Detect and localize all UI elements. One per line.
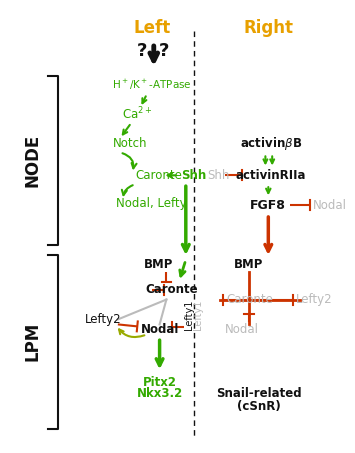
- Text: ?: ?: [137, 42, 147, 60]
- Text: BMP: BMP: [144, 258, 173, 271]
- Text: Snail-related: Snail-related: [216, 387, 301, 400]
- Text: Lefty2: Lefty2: [85, 313, 122, 326]
- Text: Nkx3.2: Nkx3.2: [136, 387, 183, 400]
- Text: Notch: Notch: [113, 137, 148, 150]
- Text: Caronte: Caronte: [135, 169, 182, 182]
- Text: Shh: Shh: [181, 169, 206, 182]
- Text: Lefty2: Lefty2: [295, 293, 332, 306]
- Text: LPM: LPM: [23, 322, 42, 361]
- FancyArrowPatch shape: [119, 329, 144, 337]
- Text: NODE: NODE: [23, 134, 42, 187]
- Text: Right: Right: [243, 19, 293, 37]
- Text: Ca$^{2+}$: Ca$^{2+}$: [122, 106, 152, 122]
- Text: Lefty1: Lefty1: [193, 299, 203, 330]
- Text: Caronte: Caronte: [226, 293, 273, 306]
- Text: Lefty1: Lefty1: [184, 299, 194, 330]
- Text: Nodal, Lefty: Nodal, Lefty: [116, 197, 186, 210]
- Text: Nodal: Nodal: [225, 323, 259, 336]
- Text: activin$\beta$B: activin$\beta$B: [240, 135, 302, 152]
- Text: ?: ?: [159, 42, 170, 60]
- Text: FGF8: FGF8: [250, 198, 286, 212]
- Text: Nodal: Nodal: [141, 323, 179, 336]
- FancyArrowPatch shape: [122, 153, 137, 169]
- FancyArrowPatch shape: [122, 185, 133, 195]
- Text: Nodal: Nodal: [313, 198, 347, 212]
- Text: Pitx2: Pitx2: [143, 376, 176, 389]
- Text: H$^+$/K$^+$-ATPase: H$^+$/K$^+$-ATPase: [112, 78, 192, 92]
- Text: activinRIIa: activinRIIa: [235, 169, 306, 182]
- Text: Caronte: Caronte: [145, 283, 198, 296]
- Text: Shh: Shh: [207, 169, 230, 182]
- Text: BMP: BMP: [234, 258, 263, 271]
- Text: Left: Left: [133, 19, 170, 37]
- Text: (cSnR): (cSnR): [237, 400, 280, 414]
